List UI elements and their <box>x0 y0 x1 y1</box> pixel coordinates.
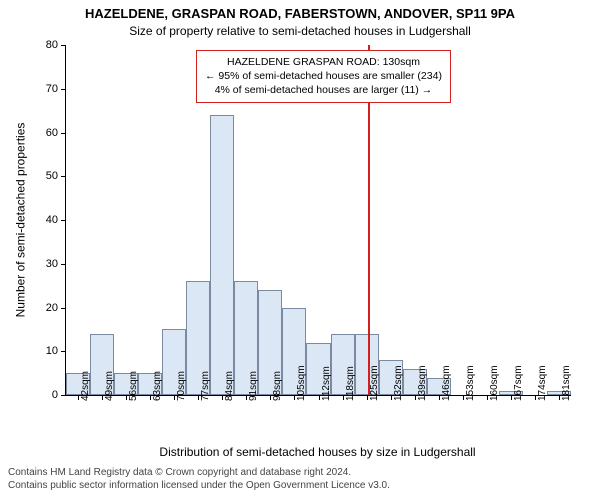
x-axis-label: Distribution of semi-detached houses by … <box>65 445 570 459</box>
x-tick-label: 146sqm <box>441 365 452 401</box>
infobox-line-1: HAZELDENE GRASPAN ROAD: 130sqm <box>205 55 442 69</box>
y-tick: 50 <box>46 170 66 182</box>
x-tick-label: 167sqm <box>513 365 524 401</box>
infobox-line-2: ← 95% of semi-detached houses are smalle… <box>205 69 442 83</box>
x-tick-mark <box>126 395 127 400</box>
y-axis-label: Number of semi-detached properties <box>12 45 28 395</box>
footer-line-1: Contains HM Land Registry data © Crown c… <box>8 466 390 479</box>
x-tick-label: 174sqm <box>537 365 548 401</box>
property-infobox: HAZELDENE GRASPAN ROAD: 130sqm← 95% of s… <box>196 50 451 103</box>
footer-line-2: Contains public sector information licen… <box>8 479 390 492</box>
x-tick-mark <box>559 395 560 400</box>
y-tick: 60 <box>46 127 66 139</box>
y-tick: 70 <box>46 83 66 95</box>
x-tick-mark <box>463 395 464 400</box>
x-tick-mark <box>319 395 320 400</box>
footer-attribution: Contains HM Land Registry data © Crown c… <box>8 466 390 492</box>
infobox-line-3: 4% of semi-detached houses are larger (1… <box>205 83 442 97</box>
x-tick-mark <box>535 395 536 400</box>
chart-subtitle: Size of property relative to semi-detach… <box>0 24 600 38</box>
y-tick: 30 <box>46 258 66 270</box>
x-tick-mark <box>102 395 103 400</box>
y-tick: 40 <box>46 214 66 226</box>
x-tick-label: 181sqm <box>561 365 572 401</box>
plot-area: 0102030405060708042sqm49sqm56sqm63sqm70s… <box>65 45 571 396</box>
y-tick: 0 <box>52 389 66 401</box>
y-tick: 20 <box>46 302 66 314</box>
x-tick-mark <box>78 395 79 400</box>
histogram-bar <box>210 115 234 395</box>
x-tick-label: 160sqm <box>489 365 500 401</box>
y-tick: 10 <box>46 345 66 357</box>
x-tick-mark <box>391 395 392 400</box>
x-tick-mark <box>367 395 368 400</box>
chart-root: HAZELDENE, GRASPAN ROAD, FABERSTOWN, AND… <box>0 0 600 500</box>
x-tick-mark <box>487 395 488 400</box>
x-tick-label: 153sqm <box>465 365 476 401</box>
chart-title: HAZELDENE, GRASPAN ROAD, FABERSTOWN, AND… <box>0 6 600 21</box>
x-tick-mark <box>150 395 151 400</box>
x-tick-mark <box>439 395 440 400</box>
x-tick-mark <box>343 395 344 400</box>
y-tick: 80 <box>46 39 66 51</box>
x-tick-mark <box>511 395 512 400</box>
x-tick-mark <box>415 395 416 400</box>
